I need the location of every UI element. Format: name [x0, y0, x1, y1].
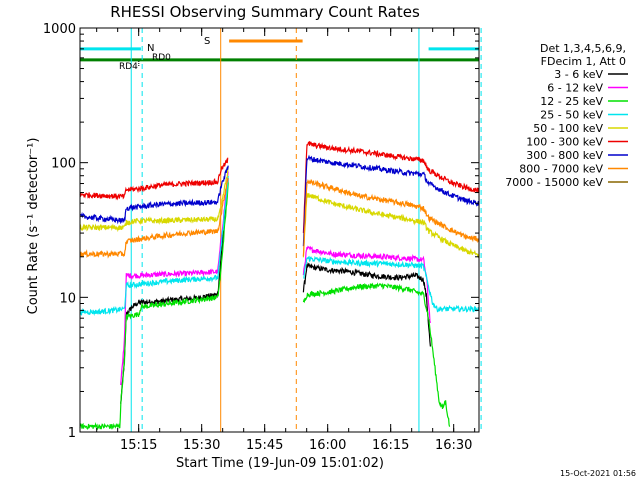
legend-label: 3 - 6 keV — [554, 68, 603, 81]
series-line — [302, 192, 480, 259]
series-lines — [79, 140, 480, 431]
chart-title: RHESSI Observing Summary Count Rates — [110, 3, 420, 21]
x-tick-label: 16:15 — [372, 438, 409, 453]
x-axis-label: Start Time (19-Jun-09 15:01:02) — [176, 456, 384, 471]
legend-label: 50 - 100 keV — [533, 122, 603, 135]
saa-flag-label: S — [204, 36, 210, 47]
series-line — [120, 171, 229, 386]
y-tick-label: 10 — [59, 291, 76, 306]
rd4-flag-label: RD4 — [119, 62, 138, 72]
series-line — [79, 175, 229, 317]
y-tick-label: 1000 — [43, 22, 76, 37]
legend-label: 12 - 25 keV — [540, 95, 603, 108]
legend-header-line: FDecim 1, Att 0 — [541, 55, 626, 68]
series-line — [302, 282, 451, 427]
night-flag-label: N — [147, 43, 154, 54]
series-line — [302, 245, 431, 324]
y-axis-label: Count Rate (s⁻¹ detector⁻¹) — [26, 138, 41, 315]
legend-header-line: Det 1,3,4,5,6,9, — [540, 42, 626, 55]
series-line — [120, 178, 229, 404]
x-tick-label: 15:15 — [120, 438, 157, 453]
event-vertical-lines — [130, 28, 482, 432]
x-tick-label: 16:00 — [309, 438, 346, 453]
legend: Det 1,3,4,5,6,9, FDecim 1, Att 0 3 - 6 k… — [505, 42, 628, 189]
series-line — [302, 261, 431, 347]
series-line — [303, 255, 480, 313]
series-line — [79, 178, 229, 259]
series-line — [79, 167, 229, 233]
series-line — [79, 165, 229, 225]
series-line — [302, 140, 480, 234]
y-tick-label: 100 — [51, 157, 76, 172]
x-tick-label: 16:30 — [435, 438, 472, 453]
plot-axes: 1 10 100 1000 15:15 15:30 15:45 16:00 16:15 16:30 — [43, 22, 480, 453]
series-line — [302, 178, 480, 257]
y-tick-label: 1 — [68, 426, 76, 441]
legend-label: 100 - 300 keV — [526, 136, 603, 149]
plot-frame — [79, 27, 480, 433]
legend-label: 800 - 7000 keV — [519, 163, 603, 176]
legend-label: 300 - 800 keV — [526, 149, 603, 162]
rd0-flag-label: RD0 — [152, 53, 171, 63]
legend-label: 6 - 12 keV — [547, 82, 603, 95]
legend-label: 25 - 50 keV — [540, 109, 603, 122]
series-line — [79, 182, 229, 431]
generation-timestamp: 15-Oct-2021 01:56 — [560, 469, 636, 478]
x-tick-label: 15:45 — [246, 438, 283, 453]
series-line — [79, 157, 229, 201]
series-line — [302, 154, 480, 247]
legend-label: 7000 - 15000 keV — [505, 176, 603, 189]
x-tick-label: 15:30 — [183, 438, 220, 453]
